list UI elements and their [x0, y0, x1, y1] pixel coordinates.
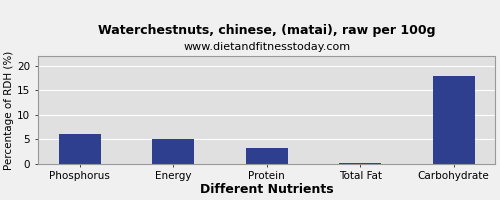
Text: www.dietandfitnesstoday.com: www.dietandfitnesstoday.com: [183, 42, 350, 52]
Bar: [246, 148, 288, 164]
Text: Waterchestnuts, chinese, (matai), raw per 100g: Waterchestnuts, chinese, (matai), raw pe…: [98, 24, 436, 37]
X-axis label: Different Nutrients: Different Nutrients: [200, 183, 334, 196]
Bar: [152, 139, 194, 164]
Bar: [58, 134, 100, 164]
Bar: [339, 163, 381, 164]
Y-axis label: Percentage of RDH (%): Percentage of RDH (%): [4, 50, 14, 170]
Bar: [432, 76, 474, 164]
